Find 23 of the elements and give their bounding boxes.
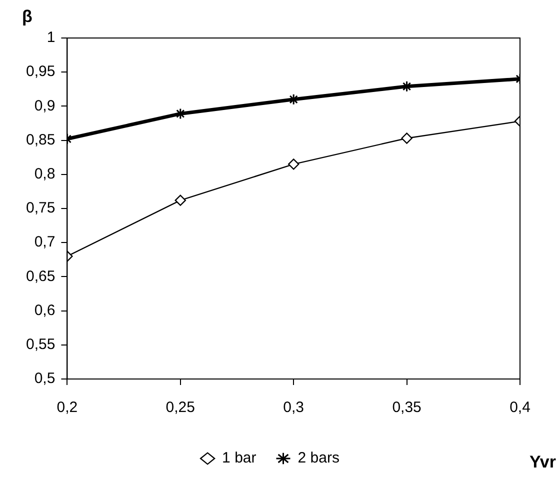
y-tick-label: 0,65 bbox=[26, 268, 56, 285]
y-tick-label: 0,85 bbox=[26, 131, 56, 148]
y-tick-label: 0,95 bbox=[26, 63, 56, 80]
x-axis-title: Yvr bbox=[530, 452, 556, 472]
y-tick-label: 0,55 bbox=[26, 336, 56, 354]
point bbox=[174, 194, 186, 206]
x-tick-label: 0,35 bbox=[392, 399, 422, 416]
legend-label: 1 bar bbox=[222, 450, 256, 467]
y-tick-label: 0,7 bbox=[34, 234, 56, 251]
x-tick-label: 0,3 bbox=[283, 399, 304, 416]
point bbox=[401, 132, 412, 144]
point bbox=[288, 158, 300, 170]
y-tick-label: 0,8 bbox=[34, 166, 56, 183]
y-tick-label: 0,9 bbox=[34, 97, 56, 114]
y-tick-label: 1 bbox=[46, 29, 56, 46]
x-tick-label: 0,2 bbox=[56, 399, 78, 416]
x-tick-label: 0,25 bbox=[166, 399, 195, 416]
y-tick-label: 0,75 bbox=[26, 200, 56, 217]
y-tick-label: 0,6 bbox=[34, 302, 56, 319]
x-tick-label: 0,4 bbox=[510, 399, 530, 416]
y-tick-label: 0,5 bbox=[34, 370, 56, 388]
legend-label: 2 bars bbox=[298, 450, 340, 467]
y-axis-title: β bbox=[22, 7, 32, 26]
